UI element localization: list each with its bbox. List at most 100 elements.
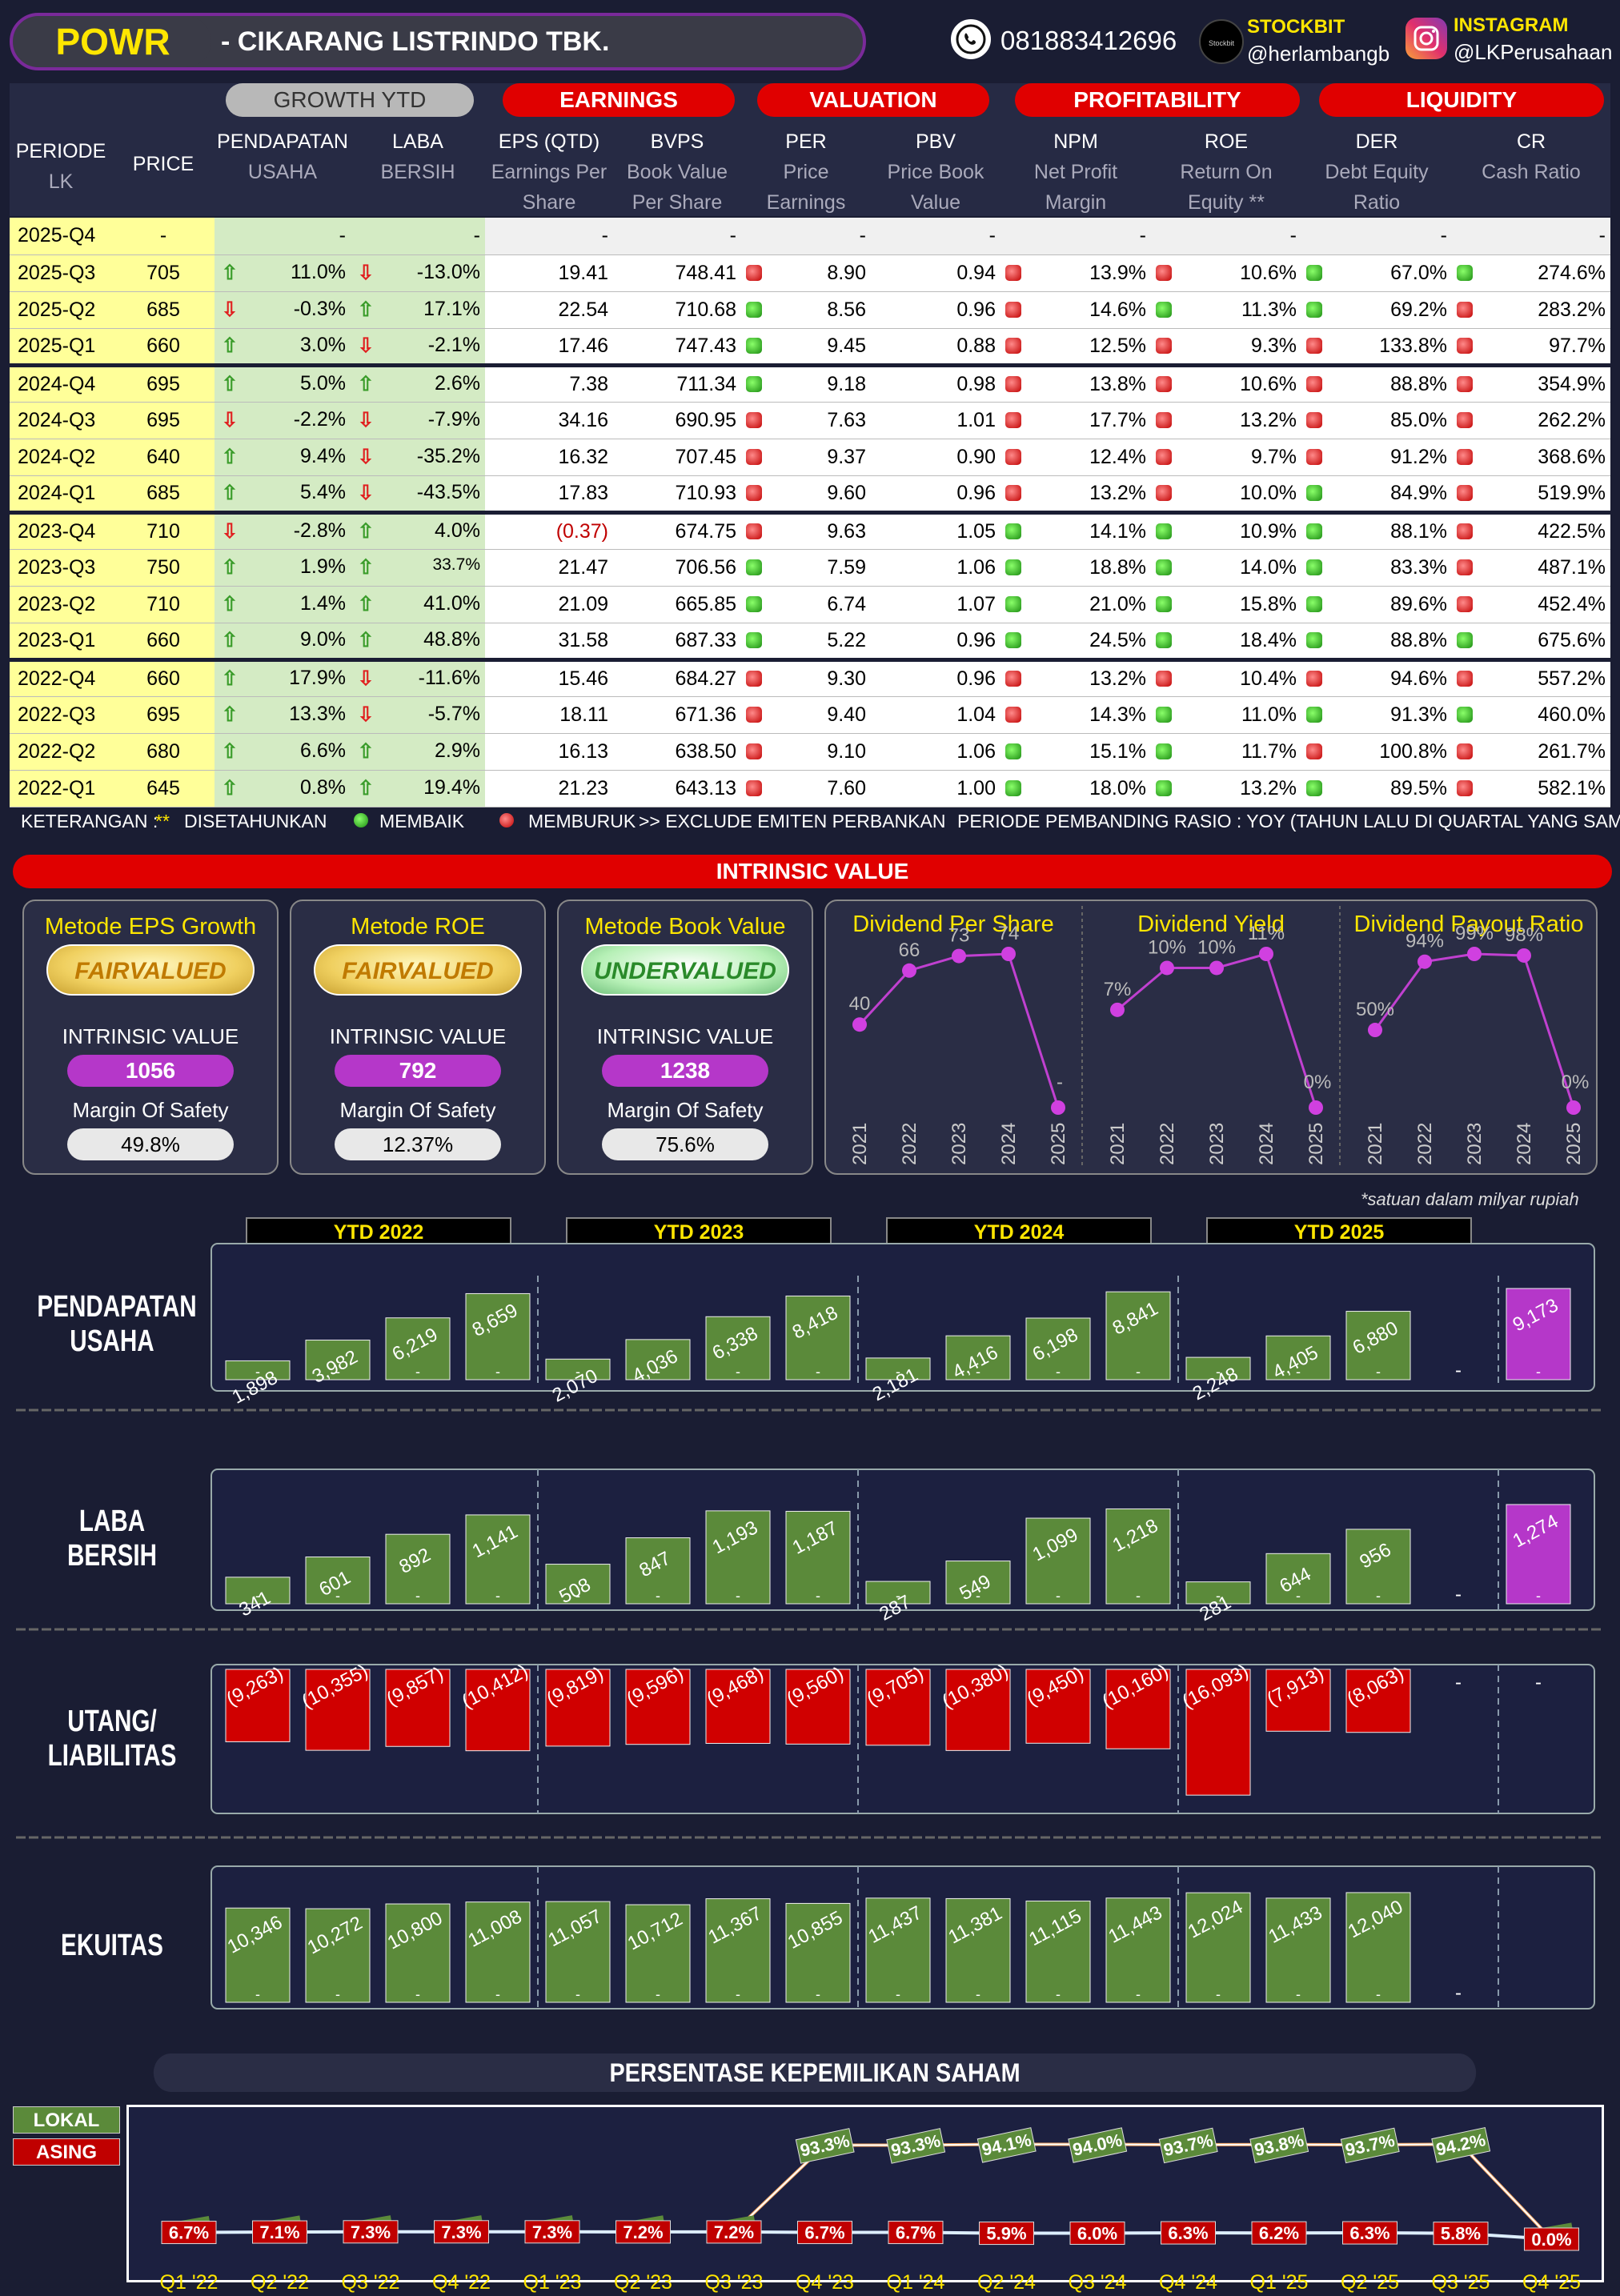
dividend-point [1051,1100,1065,1115]
cell-pendapatan: - [215,218,351,255]
value-bar [225,1577,291,1605]
arrow-up-icon: ⇧ [357,556,375,579]
dividend-point [1467,947,1482,961]
value-bar [1105,1669,1171,1749]
bar-base-label: - [1376,1364,1381,1380]
cell-pbv: 1.05 [956,519,996,543]
quarter-label: Q1 '22 [160,2271,219,2294]
cell-per: 9.40 [827,703,866,726]
valuation-status-badge: FAIRVALUED [46,944,255,996]
value-bar [625,1669,691,1745]
instagram-user: @LKPerusahaan [1454,40,1613,64]
col-der-line: DER [1355,130,1398,153]
quarter-label: Q2 '25 [1341,2271,1399,2294]
quarter-label: Q1 '24 [887,2271,945,2294]
cell-bvps: 638.50 [613,733,741,771]
improving-indicator-icon [746,596,762,612]
arrow-up-icon: ⇧ [357,520,375,543]
value-bar [305,1669,371,1751]
asing-point-badge [1161,2221,1216,2245]
cell-rev: 5.0% [300,372,346,395]
cell-laba: ⇧ 2.6% [351,363,485,403]
pendapatan-label: PENDAPATAN USAHA [37,1290,197,1358]
cell-per: 5.22 [827,628,866,651]
asing-point-badge [1069,2221,1125,2245]
lokal-point-badge [1068,2127,1128,2163]
lokal-line-highlight [733,2143,1553,2240]
cell-per: - [859,224,866,247]
cell-npm: 14.6% [1089,298,1146,321]
col-pendapatan-line: PENDAPATAN [217,130,348,153]
cell-pendapatan: ⇩ -2.2% [215,402,351,439]
worsening-indicator-icon [1005,412,1021,428]
cell-bvps: 711.34 [613,363,741,403]
cell-pendapatan: ⇧ 6.6% [215,733,351,771]
dividend-line [1373,952,1575,1108]
valuation-status-badge: FAIRVALUED [314,944,522,996]
dividend-year-label: 2022 [1414,1123,1436,1165]
table-row: 2025-Q2 685 ⇩ -0.3% ⇧ 17.1% 22.54 710.68 8.56 0.9… [10,291,1610,329]
financial-table: 2025-Q4 - - - - - - - - - - - 2025-Q3 705 ⇧ 11.0% ⇩ -13.0… [10,218,1610,807]
cell-laba: ⇧ 48.8% [351,623,485,660]
cell-eps: (0.37) [485,510,613,550]
cell-ni: 17.1% [423,298,480,320]
col-pendapatan-line: USAHA [247,161,318,183]
stockbit-user: @herlambangb [1247,42,1390,66]
value-bar [305,1557,371,1605]
arrow-down-icon: ⇩ [221,520,239,543]
improving-indicator-icon [1156,743,1172,759]
cell-pendapatan: ⇧ 1.4% [215,586,351,623]
bar-base-label: - [656,1364,660,1380]
asing-point-badge [706,2220,762,2244]
membaik-icon [354,813,368,827]
cell-bvps: 687.33 [613,623,741,660]
cell-periode: 2025-Q4 [10,218,112,255]
quarter-label: Q4 '22 [432,2271,491,2294]
cell-roe: 15.8% [1240,592,1297,615]
cell-per: - [741,218,871,255]
keterangan-label: KETERANGAN : [21,811,158,831]
cell-p: 2023-Q2 [18,592,96,615]
cell-bvps: 674.75 [675,519,736,543]
dividend-value-label: 98% [1505,924,1543,946]
cell-roe: 10.4% [1240,667,1297,690]
liquidity-section-tab: LIQUIDITY [1319,83,1604,117]
cell-periode: 2023-Q3 [10,549,112,587]
cell-price: 695 [112,363,215,403]
asing-point-badge [1524,2227,1579,2251]
asing-line [188,2230,1552,2241]
improving-indicator-icon [1156,523,1172,539]
arrow-up-icon: ⇧ [357,373,375,395]
growth-section-tab: GROWTH YTD [226,83,474,117]
cell-der: 88.1% [1301,510,1452,550]
dividend-year-label: 2025 [1563,1123,1585,1165]
cell-p: 2023-Q3 [18,555,96,579]
dividend-value-label: 74 [998,923,1020,944]
cell-bvps: 706.56 [675,555,736,579]
company-name: - CIKARANG LISTRINDO TBK. [221,26,610,57]
cell-price: 710 [146,519,180,543]
dividend-year-label: 2024 [1514,1123,1535,1165]
table-row: 2024-Q2 640 ⇧ 9.4% ⇩ -35.2% 16.32 707.45 9.37 0.9… [10,439,1610,476]
improving-indicator-icon [1156,302,1172,318]
dividend-point [1368,1023,1382,1038]
cell-roe: 13.2% [1151,402,1301,439]
table-row: 2025-Q3 705 ⇧ 11.0% ⇩ -13.0% 19.41 748.41 8.90 0.… [10,254,1610,292]
cell-periode: 2024-Q2 [10,439,112,476]
valuation-status-badge: UNDERVALUED [581,944,789,996]
cell-eps: 16.13 [558,739,608,763]
cell-der: 91.2% [1390,445,1447,468]
cell-p: 2024-Q1 [18,481,96,504]
worsening-indicator-icon [1306,743,1322,759]
cell-bvps: 748.41 [613,254,741,292]
ownership-title: PERSENTASE KEPEMILIKAN SAHAM [153,2054,1477,2092]
value-bar [785,1902,851,2003]
laba-label: LABA BERSIH [66,1505,157,1573]
cell-bvps: 671.36 [675,703,736,726]
cell-pbv: - [871,218,1000,255]
cell-roe: 11.0% [1151,696,1301,734]
value-bar [625,1339,691,1380]
cell-price: 695 [146,408,180,431]
cell-price: 660 [112,657,215,697]
cell-pbv: 1.04 [871,696,1000,734]
